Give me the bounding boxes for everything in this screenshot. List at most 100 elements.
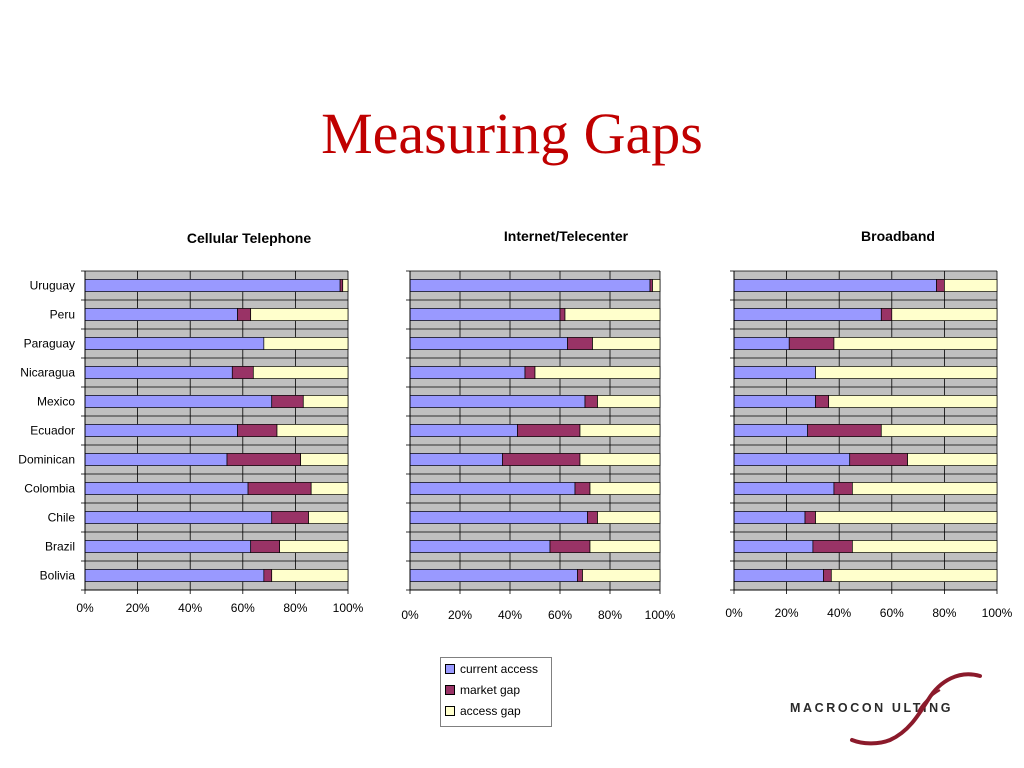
x-tick-label: 0% <box>401 608 419 622</box>
macroconsulting-logo: MACROCON ULTING <box>790 670 1000 750</box>
x-tick-label: 60% <box>548 608 572 622</box>
bar-market-gap-uruguay <box>339 279 344 292</box>
bar-access-gap-nicaragua <box>534 366 661 379</box>
legend-item-access-gap: access gap <box>441 700 551 721</box>
x-tick-label: 80% <box>283 601 307 615</box>
bar-access-gap-mexico <box>828 395 998 408</box>
bar-current-access-ecuador <box>733 424 808 437</box>
bar-access-gap-bolivia <box>582 569 661 582</box>
bar-access-gap-uruguay <box>342 279 349 292</box>
bar-access-gap-brazil <box>851 540 998 553</box>
chart-title: Internet/Telecenter <box>504 228 629 244</box>
category-label-nicaragua: Nicaragua <box>20 366 75 380</box>
bar-access-gap-ecuador <box>579 424 661 437</box>
bar-market-gap-uruguay <box>936 279 945 292</box>
bar-market-gap-dominican <box>849 453 908 466</box>
bar-market-gap-paraguay <box>567 337 593 350</box>
bar-market-gap-colombia <box>833 482 853 495</box>
legend-item-current-access: current access <box>441 658 551 679</box>
bar-access-gap-mexico <box>597 395 661 408</box>
x-tick-label: 60% <box>880 606 904 620</box>
bar-market-gap-bolivia <box>577 569 583 582</box>
bar-current-access-dominican <box>409 453 503 466</box>
x-tick-label: 20% <box>775 606 799 620</box>
bar-access-gap-paraguay <box>833 337 998 350</box>
bar-market-gap-colombia <box>247 482 312 495</box>
bar-current-access-nicaragua <box>733 366 816 379</box>
category-label-chile: Chile <box>48 511 76 525</box>
bar-current-access-brazil <box>84 540 252 553</box>
bar-market-gap-paraguay <box>788 337 835 350</box>
category-label-brazil: Brazil <box>45 540 75 554</box>
legend-label-current-access: current access <box>460 661 539 676</box>
x-tick-label: 80% <box>598 608 622 622</box>
bar-market-gap-chile <box>804 511 816 524</box>
category-label-bolivia: Bolivia <box>40 569 76 583</box>
bar-access-gap-bolivia <box>271 569 349 582</box>
bar-market-gap-bolivia <box>263 569 273 582</box>
bar-access-gap-dominican <box>907 453 998 466</box>
bar-current-access-mexico <box>733 395 816 408</box>
bar-access-gap-chile <box>308 511 349 524</box>
bar-market-gap-chile <box>587 511 598 524</box>
x-tick-label: 0% <box>76 601 94 615</box>
bar-market-gap-dominican <box>226 453 302 466</box>
bar-current-access-brazil <box>409 540 551 553</box>
bar-access-gap-colombia <box>310 482 349 495</box>
bar-market-gap-peru <box>880 308 893 321</box>
bar-current-access-peru <box>84 308 238 321</box>
bar-current-access-uruguay <box>733 279 937 292</box>
bar-access-gap-peru <box>891 308 998 321</box>
category-label-dominican: Dominican <box>18 453 75 467</box>
bar-current-access-paraguay <box>84 337 265 350</box>
bar-current-access-mexico <box>409 395 586 408</box>
bar-current-access-bolivia <box>409 569 578 582</box>
category-label-colombia: Colombia <box>24 482 75 496</box>
bar-market-gap-mexico <box>815 395 830 408</box>
bar-current-access-nicaragua <box>84 366 233 379</box>
bar-market-gap-peru <box>559 308 566 321</box>
bar-market-gap-dominican <box>502 453 581 466</box>
chart-legend: current access market gap access gap <box>440 657 552 727</box>
bar-access-gap-bolivia <box>830 569 998 582</box>
bar-market-gap-ecuador <box>237 424 278 437</box>
bar-market-gap-ecuador <box>517 424 581 437</box>
category-label-mexico: Mexico <box>37 395 75 409</box>
bar-current-access-peru <box>733 308 882 321</box>
x-tick-label: 0% <box>725 606 743 620</box>
logo-swash-icon <box>850 672 982 746</box>
chart-title: Cellular Telephone <box>187 230 311 246</box>
bar-market-gap-brazil <box>549 540 591 553</box>
bar-access-gap-colombia <box>589 482 661 495</box>
bar-market-gap-colombia <box>574 482 591 495</box>
chart-title: Broadband <box>861 228 935 244</box>
x-tick-label: 100% <box>982 606 1013 620</box>
bar-current-access-bolivia <box>733 569 824 582</box>
logo-text: MACROCON ULTING <box>790 701 954 715</box>
bar-market-gap-uruguay <box>649 279 653 292</box>
bar-current-access-uruguay <box>409 279 651 292</box>
bar-market-gap-brazil <box>812 540 853 553</box>
legend-label-market-gap: market gap <box>460 682 521 697</box>
bar-access-gap-peru <box>564 308 661 321</box>
bar-market-gap-ecuador <box>807 424 882 437</box>
bar-access-gap-chile <box>597 511 661 524</box>
category-label-paraguay: Paraguay <box>24 337 75 351</box>
bar-access-gap-chile <box>815 511 998 524</box>
bar-current-access-chile <box>733 511 806 524</box>
x-tick-label: 100% <box>645 608 676 622</box>
x-tick-label: 20% <box>126 601 150 615</box>
bar-access-gap-colombia <box>851 482 998 495</box>
x-tick-label: 100% <box>333 601 364 615</box>
bar-access-gap-uruguay <box>944 279 998 292</box>
category-label-peru: Peru <box>50 308 75 322</box>
slide-title: Measuring Gaps <box>321 101 703 166</box>
category-label-ecuador: Ecuador <box>30 424 75 438</box>
bar-current-access-chile <box>84 511 273 524</box>
bar-market-gap-nicaragua <box>524 366 536 379</box>
bar-access-gap-brazil <box>279 540 349 553</box>
legend-swatch-access-gap <box>445 705 455 716</box>
bar-current-access-colombia <box>733 482 835 495</box>
bar-market-gap-chile <box>271 511 309 524</box>
bar-current-access-uruguay <box>84 279 341 292</box>
